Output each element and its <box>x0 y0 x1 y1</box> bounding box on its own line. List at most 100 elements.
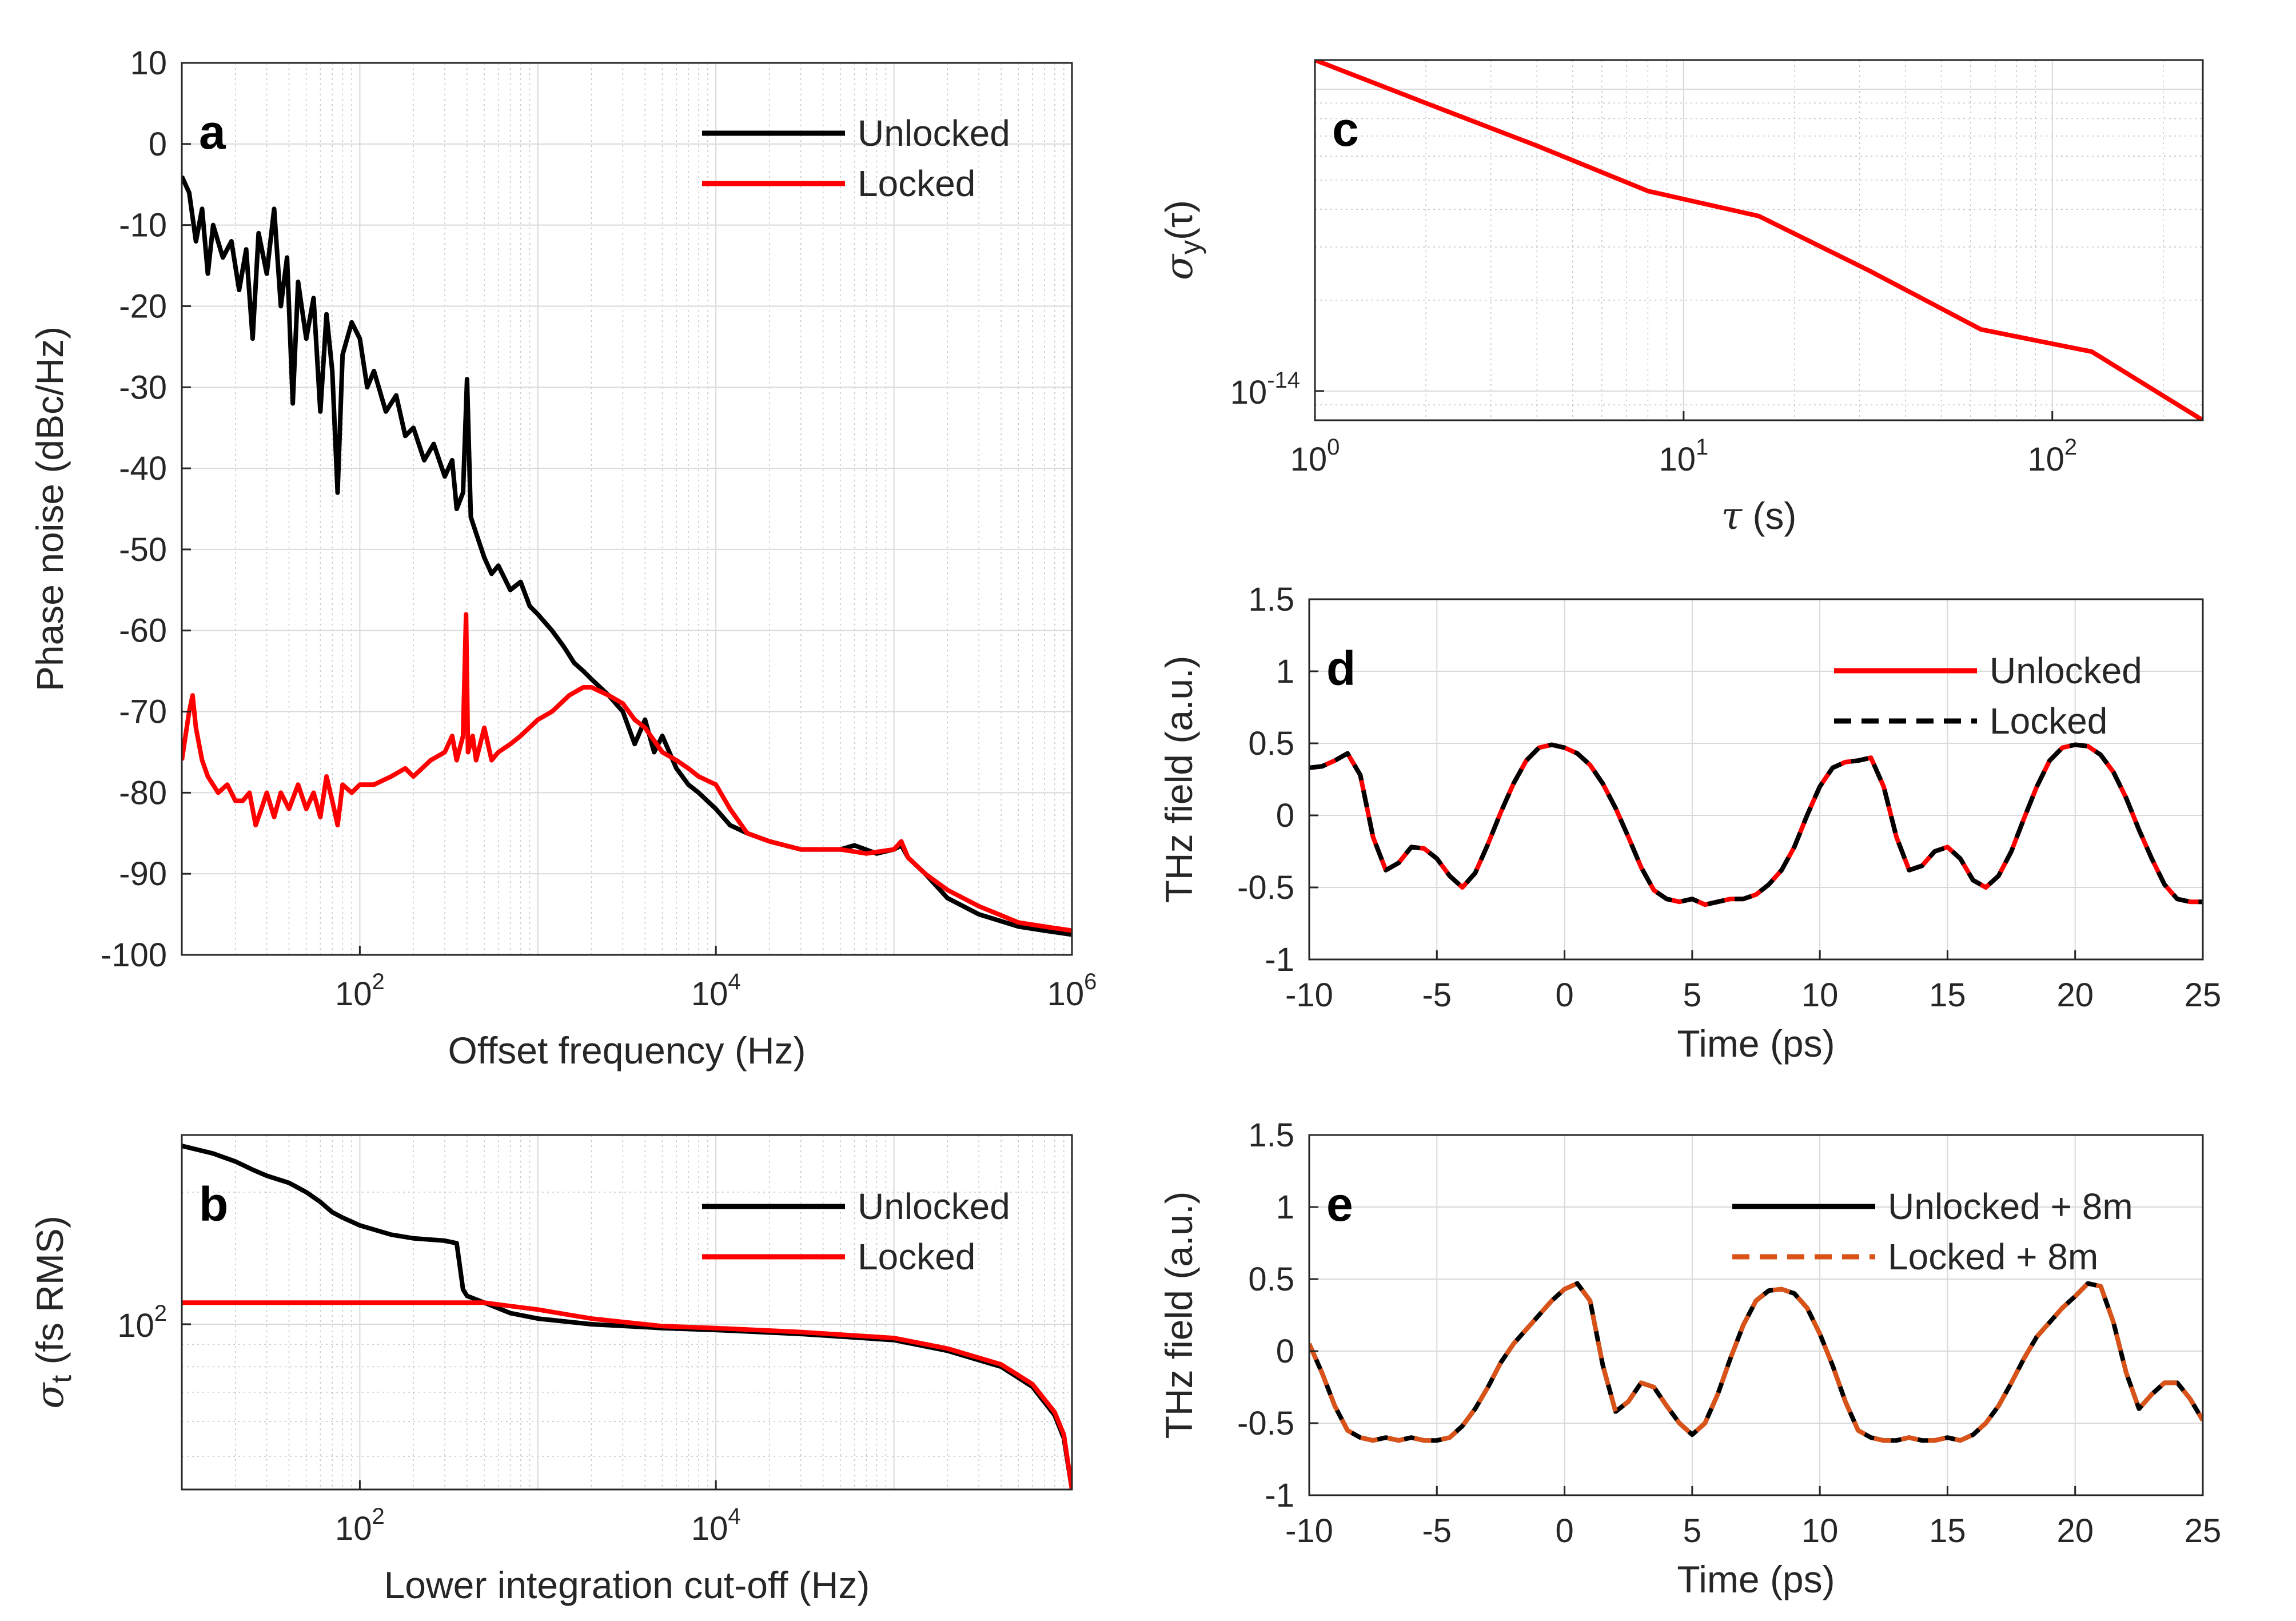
x-tick-label: 10 <box>1801 977 1839 1014</box>
series-group <box>1309 1281 2203 1443</box>
x-tick-label: 5 <box>1683 977 1701 1014</box>
y-tick-label: 0 <box>1276 1333 1294 1370</box>
x-tick-label: 100 <box>1290 435 1340 478</box>
x-tick-label: 104 <box>691 1504 741 1547</box>
legend-label: Locked <box>858 163 975 204</box>
series-line-locked-8m <box>1309 1281 2203 1443</box>
x-tick-label: 104 <box>691 969 741 1013</box>
x-tick-label: 20 <box>2056 1512 2094 1550</box>
axes-frame <box>1308 598 2204 961</box>
y-axis-label: Phase noise (dBc/Hz) <box>29 326 71 691</box>
y-tick-label: -1 <box>1265 941 1294 978</box>
y-tick-label: -60 <box>119 612 167 650</box>
x-tick-label: 25 <box>2185 1512 2222 1550</box>
y-tick-label: 10-14 <box>1230 368 1300 411</box>
x-tick-label: -5 <box>1422 977 1452 1014</box>
y-tick-label: 1 <box>1276 653 1294 690</box>
series-line-locked <box>182 1300 1072 1489</box>
x-axis-label: Time (ps) <box>1677 1558 1835 1600</box>
legend-label: Unlocked + 8m <box>1888 1186 2133 1227</box>
y-tick-label: -1 <box>1265 1477 1294 1514</box>
y-tick-label: -10 <box>119 207 167 244</box>
panel-b: 102 104 102 Lower integration cut-off (Hz) σ… <box>28 1134 1073 1606</box>
y-axis-label: THz field (a.u.) <box>1158 656 1200 903</box>
x-tick-label: 0 <box>1555 1512 1573 1550</box>
x-tick-label: -10 <box>1285 977 1333 1014</box>
axes-frame <box>1314 59 2204 421</box>
tick-marks <box>1314 390 2054 420</box>
x-tick-label: 101 <box>1659 435 1708 478</box>
x-tick-label: 102 <box>2027 435 2077 478</box>
y-axis-label: σy(τ) <box>1157 200 1206 280</box>
y-tick-label: -30 <box>119 369 167 406</box>
x-tick-label: 0 <box>1555 977 1573 1014</box>
y-tick-label: -90 <box>119 855 167 893</box>
axes-frame <box>1308 1134 2204 1496</box>
legend-label: Locked <box>1990 700 2107 742</box>
x-tick-label: 5 <box>1683 1512 1701 1550</box>
y-axis-label: σt (fs RMS) <box>28 1216 77 1409</box>
y-tick-label: -100 <box>101 937 167 974</box>
y-tick-label: 1.5 <box>1248 1117 1294 1154</box>
panel-label-e: e <box>1326 1177 1353 1231</box>
series-group <box>1315 60 2203 420</box>
series-group <box>182 175 1072 937</box>
x-axis-label: τ (s) <box>1721 494 1797 538</box>
x-tick-label: 15 <box>1929 1512 1966 1550</box>
series-line-locked <box>1309 742 2203 907</box>
panel-d: -10 -5 0 5 10 15 20 25 1.5 1 0.5 0 -0.5 -1 Time (ps) TH… <box>1158 581 2221 1065</box>
x-tick-label: 102 <box>335 969 385 1013</box>
y-tick-label: 0 <box>1276 797 1294 834</box>
legend: Unlocked Locked <box>702 113 1010 204</box>
legend-label: Unlocked <box>858 113 1010 154</box>
x-axis-label: Offset frequency (Hz) <box>448 1029 806 1072</box>
legend-label: Locked + 8m <box>1888 1236 2098 1277</box>
y-tick-label: -70 <box>119 694 167 731</box>
panel-label-c: c <box>1332 102 1359 156</box>
x-tick-label: -5 <box>1422 1512 1452 1550</box>
legend: Unlocked + 8m Locked + 8m <box>1732 1186 2133 1277</box>
tick-marks <box>182 62 1073 956</box>
tick-marks <box>182 1323 717 1489</box>
y-tick-label: 10 <box>130 45 167 82</box>
panel-label-d: d <box>1326 642 1356 695</box>
y-tick-label: 0.5 <box>1248 1261 1294 1298</box>
panel-a: 102 104 106 10 0 -10 -20 -30 -40 -50 -60 -70 -80 -90 -… <box>29 45 1097 1072</box>
panel-e: -10 -5 0 5 10 15 20 25 1.5 1 0.5 0 -0.5 -1 Time (ps) TH… <box>1158 1117 2221 1600</box>
tick-marks <box>1308 598 2204 961</box>
y-tick-label: 1.5 <box>1248 581 1294 618</box>
panel-c: 100 101 102 10-14 τ (s) σy(τ) c <box>1157 59 2204 538</box>
series-line-locked <box>182 612 1072 933</box>
panel-label-b: b <box>199 1177 228 1231</box>
y-tick-label: -0.5 <box>1237 1405 1294 1442</box>
legend-label: Unlocked <box>858 1186 1010 1227</box>
x-tick-label: 25 <box>2185 977 2222 1014</box>
x-tick-label: 106 <box>1047 969 1097 1013</box>
legend: Unlocked Locked <box>702 1186 1010 1277</box>
y-tick-label: -50 <box>119 531 167 568</box>
y-tick-label: 0.5 <box>1248 725 1294 762</box>
legend-label: Unlocked <box>1990 650 2142 691</box>
x-tick-label: 102 <box>335 1504 385 1547</box>
y-tick-label: -20 <box>119 288 167 325</box>
x-tick-label: 10 <box>1801 1512 1839 1550</box>
series-group <box>1309 742 2203 907</box>
axes-frame <box>181 1134 1073 1491</box>
x-tick-label: 20 <box>2056 977 2094 1014</box>
axes-frame <box>181 62 1073 956</box>
panel-label-a: a <box>199 105 226 159</box>
legend-label: Locked <box>858 1236 975 1277</box>
x-axis-label: Lower integration cut-off (Hz) <box>384 1564 870 1606</box>
y-tick-label: -40 <box>119 450 167 487</box>
y-tick-label: -80 <box>119 774 167 811</box>
y-axis-label: THz field (a.u.) <box>1158 1192 1200 1439</box>
y-tick-label: 102 <box>117 1301 167 1344</box>
y-tick-label: 1 <box>1276 1189 1294 1226</box>
y-tick-label: -0.5 <box>1237 869 1294 906</box>
x-tick-label: -10 <box>1285 1512 1333 1550</box>
tick-marks <box>1308 1134 2204 1496</box>
legend: Unlocked Locked <box>1834 650 2142 742</box>
y-tick-label: 0 <box>149 126 167 163</box>
x-axis-label: Time (ps) <box>1677 1022 1835 1065</box>
